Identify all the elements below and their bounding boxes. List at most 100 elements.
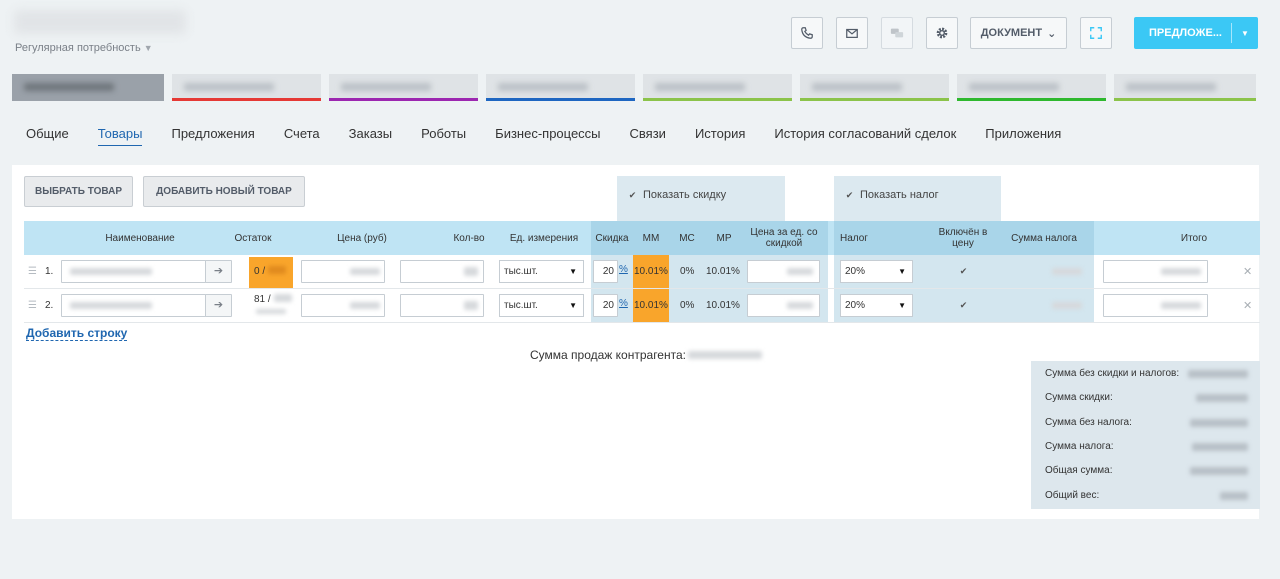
- add-row-link[interactable]: Добавить строку: [26, 326, 128, 341]
- stock-available: 81 /: [254, 294, 271, 305]
- mail-icon: [846, 28, 858, 38]
- chevron-down-icon: ▼: [143, 43, 153, 53]
- unit-select[interactable]: тыс.шт. ▼: [499, 294, 584, 317]
- tax-included-checkbox[interactable]: ✔: [959, 300, 968, 311]
- deal-category[interactable]: Регулярная потребность ▼: [15, 42, 153, 54]
- chat-button[interactable]: [881, 17, 913, 49]
- stage-4[interactable]: [486, 74, 635, 101]
- discount-input[interactable]: 20: [593, 260, 618, 283]
- total-input[interactable]: [1103, 260, 1208, 283]
- product-name-input[interactable]: [61, 294, 206, 317]
- price-input[interactable]: [301, 260, 385, 283]
- tax-value: 20%: [845, 300, 866, 311]
- stage-1[interactable]: [12, 74, 164, 101]
- tax-included-checkbox[interactable]: ✔: [959, 266, 968, 277]
- show-tax-label: Показать налог: [860, 189, 939, 201]
- stage-8[interactable]: [1114, 74, 1256, 101]
- select-product-button[interactable]: ВЫБРАТЬ ТОВАР: [24, 176, 133, 207]
- tab-8[interactable]: Связи: [629, 126, 666, 141]
- show-tax-checkbox[interactable]: ✔ Показать налог: [845, 189, 939, 201]
- row-divider: [24, 288, 1260, 289]
- show-discount-checkbox[interactable]: ✔ Показать скидку: [628, 189, 726, 201]
- drag-handle-icon[interactable]: ☰: [28, 300, 37, 311]
- tax-select[interactable]: 20% ▼: [840, 294, 913, 317]
- total-discount-value: [1196, 394, 1248, 402]
- col-stock: Остаток: [234, 232, 272, 244]
- discount-type-toggle[interactable]: %: [619, 264, 628, 275]
- discount-options: ✔ Показать скидку: [617, 176, 785, 221]
- settings-button[interactable]: [926, 17, 958, 49]
- chevron-down-icon: ▼: [898, 267, 906, 276]
- divider: [1231, 23, 1232, 43]
- offer-button[interactable]: ПРЕДЛОЖЕ... ▼: [1134, 17, 1258, 49]
- total-tax-value: [1192, 443, 1248, 451]
- mm-value: 10.01%: [634, 266, 668, 277]
- unit-value: тыс.шт.: [504, 300, 538, 311]
- col-mc: МС: [679, 232, 695, 244]
- price-discount-input[interactable]: [747, 294, 820, 317]
- document-button[interactable]: ДОКУМЕНТ ⌄: [970, 17, 1067, 49]
- stock-value: 81 /: [254, 294, 292, 305]
- tab-10[interactable]: История согласований сделок: [774, 126, 957, 141]
- col-mr: МР: [716, 232, 732, 244]
- chevron-down-icon: ▼: [569, 267, 577, 276]
- tab-11[interactable]: Приложения: [985, 126, 1062, 141]
- call-button[interactable]: [791, 17, 823, 49]
- open-product-arrow-icon[interactable]: ➔: [205, 260, 232, 283]
- total-discount-label: Сумма скидки:: [1045, 392, 1113, 403]
- stage-label-blurred: [24, 83, 114, 91]
- price-discount-blurred: [787, 268, 813, 275]
- product-name-input[interactable]: [61, 260, 206, 283]
- tab-bar: Общие Товары Предложения Счета Заказы Роботы Б…: [26, 126, 1090, 146]
- tab-9[interactable]: История: [694, 126, 746, 141]
- document-label: ДОКУМЕНТ: [980, 27, 1043, 39]
- table-header: Наименование Остаток Цена (руб) Кол-во Е…: [24, 221, 1260, 255]
- tab-4[interactable]: Счета: [283, 126, 320, 141]
- tab-2[interactable]: Товары: [97, 126, 143, 146]
- tax-select[interactable]: 20% ▼: [840, 260, 913, 283]
- chevron-down-icon: ▼: [898, 301, 906, 310]
- chevron-down-icon[interactable]: ▼: [1241, 28, 1249, 38]
- stage-7[interactable]: [957, 74, 1106, 101]
- stage-5[interactable]: [643, 74, 792, 101]
- stage-color-bar: [800, 98, 949, 101]
- stage-color-bar: [12, 98, 164, 101]
- total-no-tax-value: [1190, 419, 1248, 427]
- discount-input[interactable]: 20: [593, 294, 618, 317]
- stage-3[interactable]: [329, 74, 478, 101]
- stage-2[interactable]: [172, 74, 321, 101]
- add-new-product-button[interactable]: ДОБАВИТЬ НОВЫЙ ТОВАР: [143, 176, 305, 207]
- col-mm: ММ: [642, 232, 660, 244]
- total-weight-value: [1220, 492, 1248, 500]
- tab-3[interactable]: Предложения: [171, 126, 255, 141]
- select-product-label: ВЫБРАТЬ ТОВАР: [34, 186, 123, 197]
- tab-1[interactable]: Общие: [26, 126, 69, 141]
- email-button[interactable]: [836, 17, 868, 49]
- checkmark-icon: ✔: [628, 189, 637, 200]
- stage-color-bar: [957, 98, 1106, 101]
- stage-6[interactable]: [800, 74, 949, 101]
- tab-5[interactable]: Заказы: [348, 126, 393, 141]
- tab-7[interactable]: Бизнес-процессы: [495, 126, 601, 141]
- total-weight-label: Общий вес:: [1045, 490, 1100, 501]
- price-discount-input[interactable]: [747, 260, 820, 283]
- total-no-tax-label: Сумма без налога:: [1045, 417, 1132, 428]
- stage-label-blurred: [969, 83, 1059, 91]
- open-product-arrow-icon[interactable]: ➔: [205, 294, 232, 317]
- tab-6[interactable]: Роботы: [421, 126, 467, 141]
- remove-row-icon[interactable]: ✕: [1243, 266, 1253, 278]
- fullscreen-button[interactable]: [1080, 17, 1112, 49]
- unit-select[interactable]: тыс.шт. ▼: [499, 260, 584, 283]
- stage-color-bar: [172, 98, 321, 101]
- drag-handle-icon[interactable]: ☰: [28, 266, 37, 277]
- stage-label-blurred: [812, 83, 902, 91]
- qty-input[interactable]: [400, 294, 484, 317]
- discount-type-toggle[interactable]: %: [619, 298, 628, 309]
- expand-icon: [1090, 27, 1102, 39]
- qty-input[interactable]: [400, 260, 484, 283]
- total-input[interactable]: [1103, 294, 1208, 317]
- stage-label-blurred: [498, 83, 588, 91]
- price-input[interactable]: [301, 294, 385, 317]
- remove-row-icon[interactable]: ✕: [1243, 300, 1253, 312]
- deal-category-label: Регулярная потребность: [15, 42, 141, 54]
